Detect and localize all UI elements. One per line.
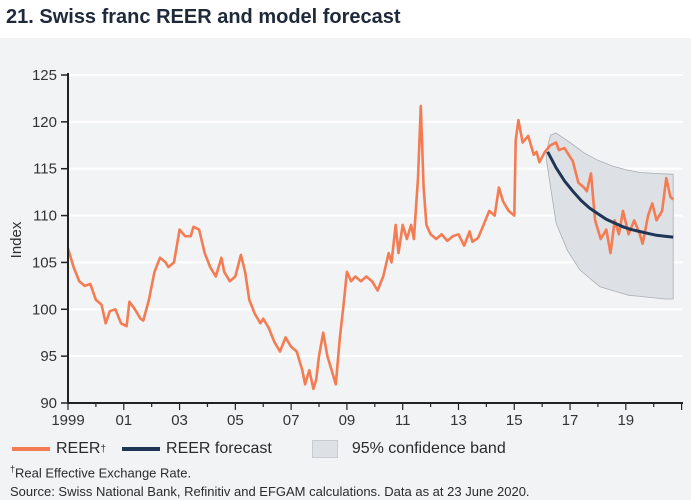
x-tick-label: 1999 (51, 412, 84, 429)
x-tick-label: 09 (339, 412, 356, 429)
chart-title: 21. Swiss franc REER and model forecast (6, 6, 401, 28)
y-tick-label: 110 (33, 208, 57, 225)
reer-swatch (12, 447, 50, 451)
x-tick-label: 15 (506, 412, 523, 429)
footnote-mark: † (10, 464, 16, 474)
y-tick-label: 115 (33, 161, 57, 178)
x-tick-label: 17 (562, 412, 579, 429)
series-lines (66, 104, 675, 391)
y-tick-label: 105 (32, 254, 57, 271)
band-swatch (311, 440, 338, 458)
y-axis-label: Index (8, 221, 25, 258)
confidence-band (545, 132, 674, 300)
y-tick-label: 95 (40, 348, 57, 365)
legend: REER † REER forecast 95% confidence band (12, 440, 522, 458)
x-tick-label: 19 (617, 412, 634, 429)
source-note: Source: Swiss National Bank, Refinitiv a… (10, 484, 530, 499)
forecast-swatch (122, 447, 161, 451)
x-tick-label: 03 (171, 412, 188, 429)
reer-line (66, 104, 675, 391)
y-tick-label: 100 (32, 301, 57, 318)
legend-label-reer: REER (56, 440, 101, 457)
chart: 90 95 100 105 110 115 120 125 1999 01 03 05 07 09 11 13… (8, 67, 683, 429)
legend-item-reer: REER † (12, 440, 106, 458)
forecast-line (546, 151, 674, 239)
legend-label-forecast: REER forecast (166, 440, 272, 457)
footnote: †Real Effective Exchange Rate. (10, 464, 191, 480)
axes: 90 95 100 105 110 115 120 125 1999 01 03 05 07 09 11 13… (32, 67, 683, 429)
y-tick-label: 120 (32, 114, 57, 131)
confidence-band-group (545, 132, 674, 300)
x-tick-label: 11 (395, 412, 411, 429)
x-tick-label: 13 (450, 412, 467, 429)
title-bar: 21. Swiss franc REER and model forecast (0, 0, 691, 38)
x-tick-label: 07 (283, 412, 300, 429)
x-tick-label: 05 (227, 412, 244, 429)
x-tick-label: 01 (115, 412, 132, 429)
y-tick-label: 125 (32, 67, 57, 84)
legend-item-band: 95% confidence band (311, 440, 506, 458)
legend-item-forecast: REER forecast (122, 440, 272, 458)
y-tick-label: 90 (40, 395, 57, 412)
footnote-text: Real Effective Exchange Rate. (15, 465, 192, 481)
legend-label-band: 95% confidence band (351, 440, 506, 457)
legend-dagger: † (100, 443, 107, 455)
